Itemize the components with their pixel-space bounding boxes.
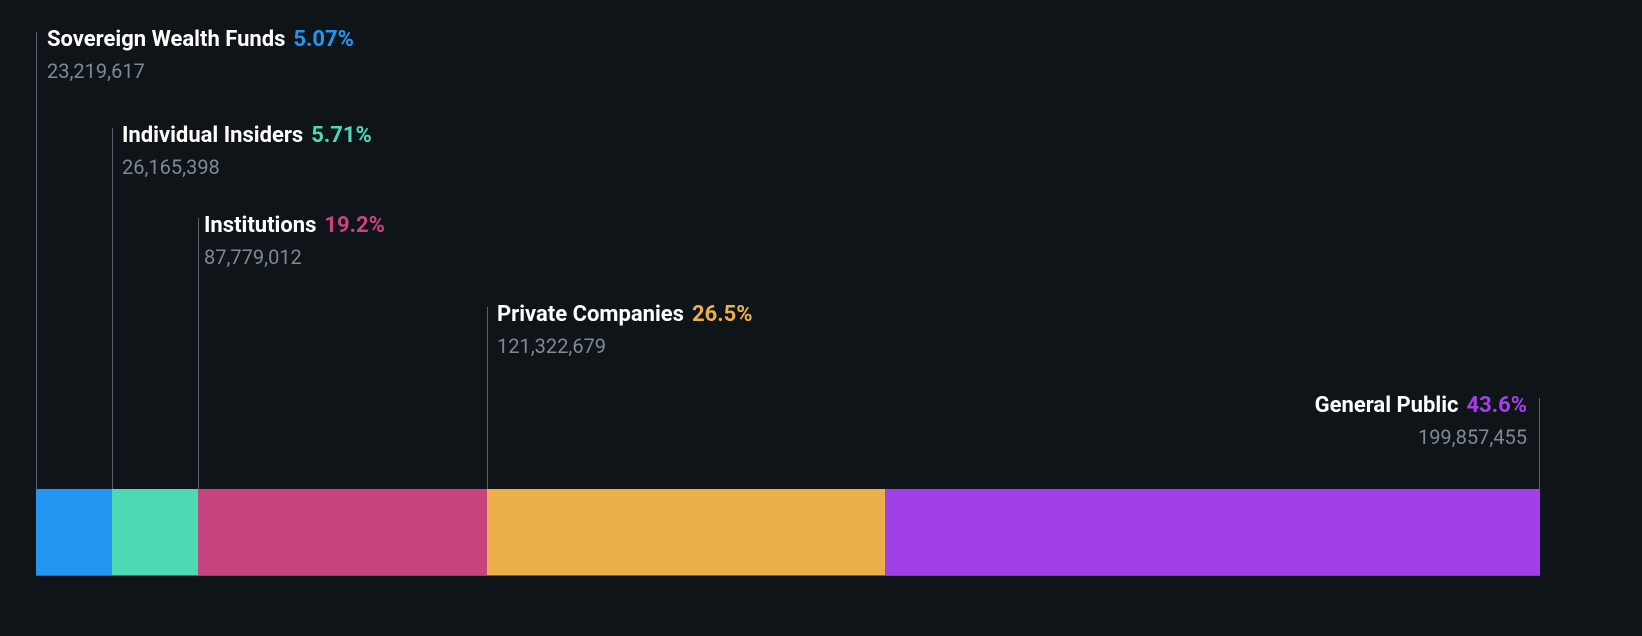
label-name: Institutions [204, 213, 316, 238]
label-value: 87,779,012 [204, 245, 385, 269]
label-percent: 43.6% [1466, 393, 1527, 418]
leader-insiders [112, 128, 113, 489]
label-percent: 5.07% [293, 27, 354, 52]
label-name: Individual Insiders [122, 123, 303, 148]
label-inst: Institutions 19.2% 87,779,012 [204, 213, 385, 269]
label-value: 23,219,617 [47, 59, 354, 83]
leader-inst [198, 218, 199, 489]
ownership-breakdown-chart: Sovereign Wealth Funds 5.07% 23,219,617 Ind… [0, 0, 1642, 636]
label-name: Private Companies [497, 302, 684, 327]
label-value: 26,165,398 [122, 155, 372, 179]
segment-swf [36, 489, 112, 575]
label-percent: 26.5% [692, 302, 753, 327]
label-public: General Public 43.6% 199,857,455 [1315, 393, 1527, 449]
label-insiders: Individual Insiders 5.71% 26,165,398 [122, 123, 372, 179]
label-swf: Sovereign Wealth Funds 5.07% 23,219,617 [47, 27, 354, 83]
bar-track [36, 489, 1540, 575]
label-percent: 19.2% [324, 213, 385, 238]
label-value: 121,322,679 [497, 334, 752, 358]
leader-public [1539, 398, 1540, 489]
segment-public [885, 489, 1540, 575]
label-percent: 5.71% [311, 123, 372, 148]
baseline [36, 575, 1540, 576]
label-name: General Public [1315, 393, 1459, 418]
label-value: 199,857,455 [1315, 425, 1527, 449]
leader-private [487, 307, 488, 489]
label-name: Sovereign Wealth Funds [47, 27, 285, 52]
segment-private [487, 489, 885, 575]
leader-swf [36, 32, 37, 489]
segment-inst [198, 489, 487, 575]
segment-insiders [112, 489, 198, 575]
label-private: Private Companies 26.5% 121,322,679 [497, 302, 752, 358]
